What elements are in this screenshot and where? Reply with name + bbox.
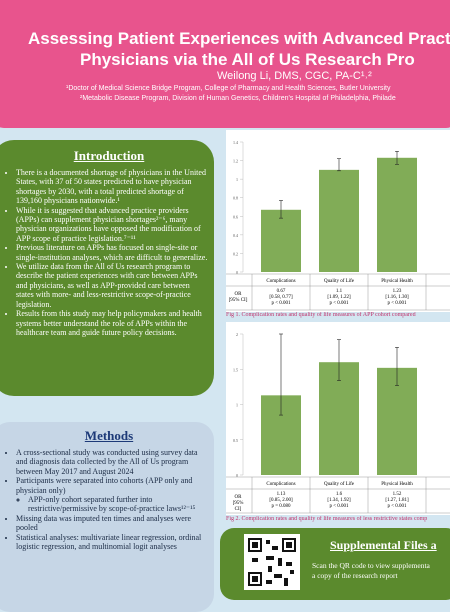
y-tick-label: 0.4	[233, 233, 238, 238]
bar	[377, 157, 417, 272]
row-label: [95% CI]	[229, 298, 248, 303]
title: Assessing Patient Experiences with Advan…	[28, 28, 450, 70]
or-value: 1.13	[277, 492, 286, 497]
chart: 0 0.2 0.4 0.6 0.8 1 1.2 1.4 OR[95% CI] Complicati…	[226, 140, 450, 311]
supplemental: Supplemental Files a Scan the QR code to…	[220, 528, 450, 600]
or-value: 1.6	[336, 492, 343, 497]
ci-label: [1.34, 1.92]	[327, 498, 351, 503]
bullet: We utilize data from the All of Us resea…	[16, 262, 208, 309]
heading: Methods	[84, 428, 134, 443]
affiliation: ¹Doctor of Medical Science Bridge Progra…	[66, 85, 391, 92]
row-label: OR	[235, 495, 243, 500]
p-value: p < 0.001	[387, 301, 407, 306]
methods: Methods A cross-sectional study was cond…	[0, 422, 214, 612]
p-value: p = 0.080	[271, 504, 291, 509]
category-label: Quality of Life	[324, 279, 355, 284]
bullet: Results from this study may help policym…	[16, 309, 208, 337]
ci-label: [1.27, 1.81]	[385, 498, 409, 503]
p-value: p < 0.001	[271, 301, 291, 306]
row-label: [95%	[233, 501, 244, 506]
y-tick-label: 0.6	[233, 214, 238, 219]
bullet: While it is suggested that advanced prac…	[16, 206, 208, 244]
y-tick-label: 1.5	[233, 367, 238, 372]
or-value: 1.52	[393, 492, 402, 497]
sub-list: APP-only cohort separated further into r…	[16, 495, 208, 514]
bullet: Statistical analyses: multivariate linea…	[16, 533, 208, 552]
y-tick-label: 0	[236, 270, 238, 275]
ci-label: [0.58, 0.77]	[269, 295, 293, 300]
y-tick-label: 1.2	[233, 159, 238, 164]
y-tick-label: 0.5	[233, 438, 238, 443]
bullet: Previous literature on APPs has focused …	[16, 243, 208, 262]
or-value: 0.67	[277, 289, 286, 294]
introduction: Introduction There is a documented short…	[0, 140, 214, 396]
title-line: Physicians via the All of Us Research Pr…	[80, 50, 415, 69]
row-label: CI]	[235, 507, 242, 512]
bullet-list: There is a documented shortage of physic…	[0, 168, 214, 337]
y-tick-label: 0.8	[233, 196, 238, 201]
y-tick-label: 0	[236, 473, 238, 478]
qr-code	[244, 534, 300, 590]
author: Weilong Li, DMS, CGC, PA-C¹˒²	[217, 70, 372, 82]
ci-label: [0.85, 2.00]	[269, 498, 293, 503]
bullet: Participants were separated into cohorts…	[16, 476, 208, 514]
caption: Fig 1. Complication rates and quality of…	[226, 312, 416, 318]
heading: Supplemental Files a	[330, 538, 437, 552]
text-line: a copy of the research report	[312, 571, 398, 580]
bullet: Missing data was imputed ten times and a…	[16, 514, 208, 533]
category-label: Quality of Life	[324, 482, 355, 487]
p-value: p < 0.001	[329, 301, 349, 306]
text-line: Scan the QR code to view supplementa	[312, 561, 430, 570]
figure-panel: 0 0.5 1 1.5 2 OR [95% CI] Complications 1.13 [0.85…	[226, 322, 450, 515]
ci-label: [1.09, 1.22]	[327, 295, 351, 300]
bar	[261, 209, 301, 272]
or-value: 1.1	[336, 289, 343, 294]
p-value: p < 0.001	[387, 504, 407, 509]
figure-panel: 0 0.2 0.4 0.6 0.8 1 1.2 1.4 OR [95% CI] Complicati…	[226, 130, 450, 312]
heading: Introduction	[73, 148, 145, 163]
y-tick-label: 1	[236, 177, 238, 182]
bullet: A cross-sectional study was conducted us…	[16, 448, 208, 476]
y-tick-label: 1.4	[233, 140, 238, 145]
row-label: OR	[235, 292, 243, 297]
y-tick-label: 1	[236, 403, 238, 408]
ci-label: [1.16, 1.30]	[385, 295, 409, 300]
y-tick-label: 2	[236, 332, 238, 337]
bar	[319, 362, 359, 475]
title-line: Assessing Patient Experiences with Advan…	[28, 29, 450, 48]
p-value: p < 0.001	[329, 504, 349, 509]
or-value: 1.23	[393, 289, 402, 294]
category-label: Complications	[266, 279, 295, 284]
y-tick-label: 0.2	[233, 251, 238, 256]
bullet-list: A cross-sectional study was conducted us…	[0, 448, 214, 551]
chart: 00.511.52OR[95%CI]Complications1.13[0.85…	[226, 332, 450, 514]
category-label: Physical Health	[381, 279, 413, 284]
text: Scan the QR code to view supplementa a co…	[312, 561, 430, 581]
affiliation: ²Metabolic Disease Program, Division of …	[80, 95, 396, 102]
bar	[319, 169, 359, 272]
category-label: Physical Health	[381, 482, 413, 487]
header: Assessing Patient Experiences with Advan…	[0, 0, 450, 128]
category-label: Complications	[266, 482, 295, 487]
bullet: There is a documented shortage of physic…	[16, 168, 208, 206]
bullet: APP-only cohort separated further into r…	[28, 495, 202, 514]
caption: Fig 2. Complication rates and quality of…	[226, 516, 428, 522]
